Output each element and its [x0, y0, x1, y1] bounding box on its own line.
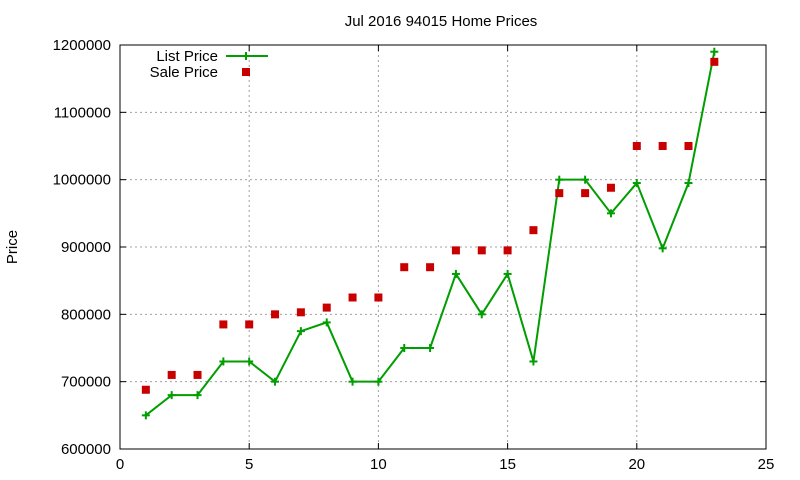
list-price-point	[529, 357, 538, 366]
list-price-point	[477, 310, 486, 319]
sale-price-point	[141, 385, 150, 394]
y-tick-label: 900000	[61, 239, 111, 256]
list-price-point	[426, 344, 435, 352]
legend-swatch-marker	[242, 52, 250, 60]
y-axis-label: Price	[4, 230, 21, 264]
list-price-point	[710, 47, 719, 56]
sale-price-point	[271, 310, 280, 319]
sale-price-point	[581, 189, 590, 198]
sale-price-point	[374, 293, 383, 302]
list-price-point	[503, 269, 512, 278]
sale-price-point	[296, 308, 305, 317]
list-price-point	[296, 327, 305, 336]
list-price-point	[658, 244, 667, 253]
list-price-point	[606, 209, 615, 218]
x-tick-label: 0	[116, 456, 124, 473]
list-price-point	[684, 179, 693, 188]
sale-price-point	[426, 263, 435, 272]
list-price-point	[167, 391, 176, 400]
sale-price-point	[710, 57, 719, 66]
grid	[120, 45, 766, 449]
sale-price-point	[503, 246, 512, 255]
x-tick-label: 10	[370, 456, 387, 473]
list-price-point	[141, 411, 150, 420]
sale-price-point	[658, 142, 667, 150]
series-layer	[141, 47, 719, 420]
list-price-point	[632, 179, 641, 188]
list-price-point	[555, 175, 564, 184]
x-tick-label: 20	[628, 456, 645, 473]
axis-ticks: 0 5 10 15 20 25 600000 700000 800000 900000 100000…	[53, 37, 775, 473]
plot-frame	[119, 44, 767, 450]
list-price-point	[451, 269, 460, 278]
list-price-point	[245, 357, 254, 366]
sale-price-point	[684, 142, 693, 150]
sale-price-point	[167, 370, 176, 379]
sale-price-point	[555, 189, 564, 198]
sale-price-point	[348, 293, 357, 302]
x-tick-label: 25	[758, 456, 775, 473]
y-tick-label: 800000	[61, 306, 111, 323]
sale-price-point	[529, 226, 538, 235]
y-tick-label: 700000	[61, 374, 111, 391]
y-tick-label: 1100000	[54, 104, 111, 121]
list-price-point	[193, 391, 202, 400]
sale-price-point	[400, 263, 409, 272]
sale-price-point	[451, 246, 460, 255]
x-tick-label: 15	[499, 456, 516, 473]
chart-title: Jul 2016 94015 Home Prices	[345, 13, 538, 30]
list-price-point	[322, 318, 331, 327]
list-price-point	[581, 175, 590, 184]
list-price-line	[145, 51, 716, 417]
list-price-point	[271, 377, 280, 386]
sale-price-point	[245, 320, 254, 329]
sale-price-point	[632, 142, 641, 150]
list-price-point	[219, 357, 228, 366]
legend-swatch-square	[242, 68, 250, 76]
list-price-point	[400, 344, 409, 352]
sale-price-point	[193, 370, 202, 379]
list-price-point	[374, 377, 383, 386]
sale-price-point	[606, 183, 615, 192]
y-tick-label: 600000	[61, 441, 111, 458]
legend-label: Sale Price	[150, 64, 218, 81]
legend-label: List Price	[156, 48, 218, 65]
sale-price-point	[322, 303, 331, 312]
y-tick-label: 1000000	[53, 172, 111, 189]
x-tick-label: 5	[245, 456, 253, 473]
y-tick-label: 1200000	[53, 37, 111, 54]
list-price-point	[348, 377, 357, 386]
sale-price-point	[477, 246, 486, 255]
sale-price-point	[219, 320, 228, 329]
